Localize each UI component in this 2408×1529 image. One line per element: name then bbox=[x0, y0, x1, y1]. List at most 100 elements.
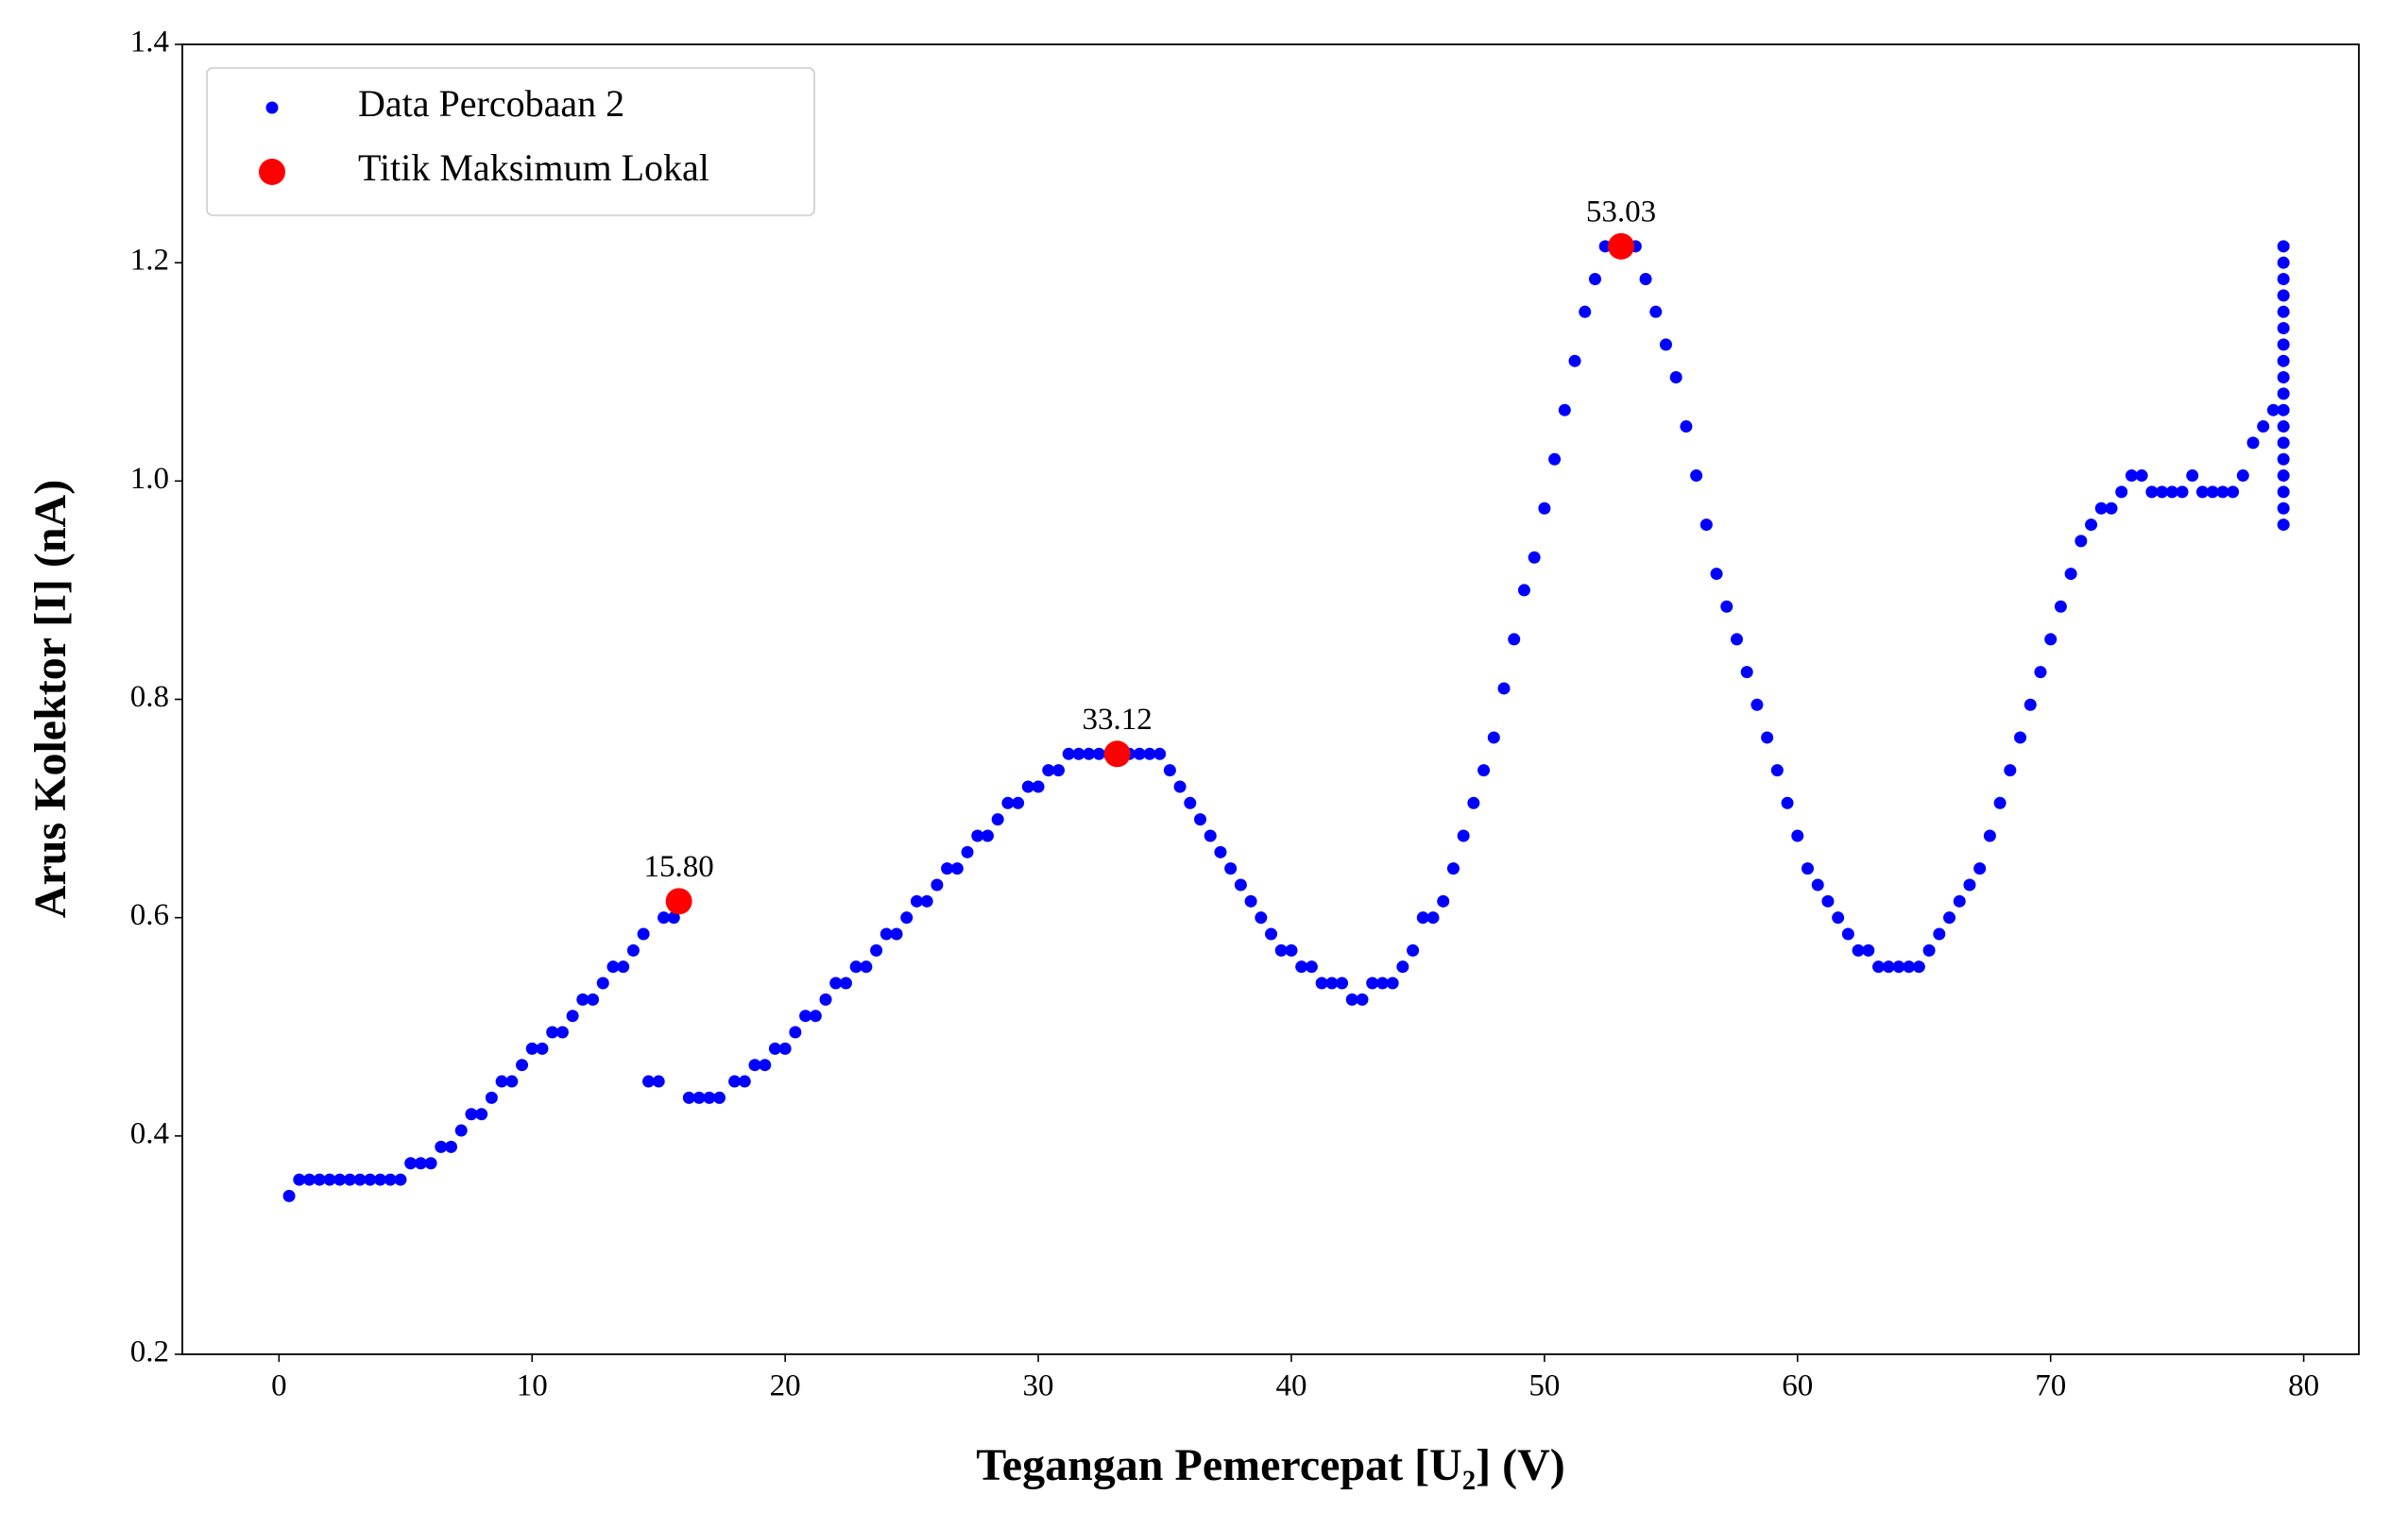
data-point bbox=[1579, 305, 1592, 318]
legend-marker bbox=[259, 159, 285, 185]
data-point bbox=[2277, 469, 2290, 483]
data-point bbox=[1133, 747, 1146, 760]
x-tick-label: 0 bbox=[271, 1369, 287, 1403]
data-point bbox=[849, 960, 862, 974]
data-point bbox=[682, 1091, 695, 1104]
data-point bbox=[1699, 518, 1713, 532]
data-point bbox=[2195, 485, 2209, 499]
data-point bbox=[981, 829, 994, 842]
maximum-point bbox=[1103, 740, 1131, 768]
data-point bbox=[2115, 485, 2128, 499]
data-point bbox=[748, 1059, 761, 1072]
legend-label: Titik Maksimum Lokal bbox=[358, 146, 709, 189]
data-point bbox=[2257, 420, 2270, 433]
data-point bbox=[1255, 911, 1268, 925]
data-point bbox=[454, 1124, 468, 1137]
data-point bbox=[789, 1026, 802, 1039]
data-point bbox=[1740, 666, 1753, 679]
data-point bbox=[1973, 862, 1987, 875]
data-point bbox=[1821, 894, 1835, 908]
data-point bbox=[1750, 698, 1764, 711]
data-point bbox=[1042, 764, 1055, 777]
data-point bbox=[536, 1042, 549, 1055]
data-point bbox=[1558, 403, 1571, 416]
data-point bbox=[516, 1059, 529, 1072]
data-point bbox=[587, 993, 600, 1006]
data-point bbox=[394, 1173, 407, 1186]
data-point bbox=[282, 1189, 296, 1202]
data-point bbox=[2176, 485, 2189, 499]
legend-marker bbox=[265, 101, 279, 114]
data-point bbox=[435, 1140, 448, 1153]
x-tick-label: 30 bbox=[1023, 1369, 1054, 1403]
data-point bbox=[364, 1173, 377, 1186]
data-point bbox=[1163, 764, 1176, 777]
data-point bbox=[971, 829, 984, 842]
data-point bbox=[2075, 535, 2088, 548]
data-point bbox=[384, 1173, 397, 1186]
data-point bbox=[1204, 829, 1217, 842]
data-point bbox=[667, 911, 680, 925]
data-point bbox=[1639, 273, 1652, 286]
data-point bbox=[1588, 273, 1601, 286]
x-tick-label: 10 bbox=[517, 1369, 548, 1403]
data-point bbox=[566, 1010, 579, 1023]
data-point bbox=[728, 1075, 742, 1088]
data-point bbox=[637, 927, 650, 941]
data-point bbox=[961, 845, 974, 858]
data-point bbox=[2277, 354, 2290, 367]
data-point bbox=[1356, 993, 1369, 1006]
data-point bbox=[2277, 289, 2290, 302]
data-point bbox=[2277, 305, 2290, 318]
data-point bbox=[1345, 993, 1358, 1006]
data-point bbox=[2246, 436, 2260, 450]
data-point bbox=[1234, 878, 1247, 892]
data-point bbox=[445, 1140, 458, 1153]
data-point bbox=[414, 1157, 427, 1170]
data-point bbox=[941, 862, 954, 875]
data-point bbox=[1426, 911, 1440, 925]
data-point bbox=[2277, 322, 2290, 335]
data-point bbox=[839, 977, 852, 990]
data-point bbox=[2277, 436, 2290, 450]
data-point bbox=[692, 1091, 706, 1104]
data-point bbox=[1649, 305, 1663, 318]
data-point bbox=[1375, 977, 1389, 990]
data-point bbox=[1993, 796, 2007, 809]
data-point bbox=[1801, 862, 1814, 875]
data-point bbox=[495, 1075, 508, 1088]
data-point bbox=[799, 1010, 812, 1023]
data-point bbox=[712, 1091, 726, 1104]
data-point bbox=[323, 1173, 336, 1186]
y-tick-label: 1.0 bbox=[130, 462, 169, 496]
data-point bbox=[465, 1108, 478, 1121]
data-point bbox=[1265, 927, 1278, 941]
data-point bbox=[931, 878, 944, 892]
data-point bbox=[2277, 371, 2290, 384]
data-point bbox=[1315, 977, 1328, 990]
data-point bbox=[606, 960, 620, 974]
data-point bbox=[1366, 977, 1379, 990]
data-point bbox=[991, 813, 1004, 826]
data-point bbox=[870, 943, 883, 957]
data-point bbox=[2277, 485, 2290, 499]
data-point bbox=[1963, 878, 1976, 892]
data-point bbox=[950, 862, 964, 875]
data-point bbox=[1021, 780, 1034, 793]
data-point bbox=[910, 894, 923, 908]
data-point bbox=[2277, 387, 2290, 400]
data-point bbox=[1446, 862, 1460, 875]
data-point bbox=[1922, 943, 1936, 957]
data-point bbox=[525, 1042, 538, 1055]
data-point bbox=[2266, 403, 2280, 416]
data-point bbox=[1497, 682, 1511, 695]
data-point bbox=[333, 1173, 347, 1186]
data-point bbox=[1892, 960, 1905, 974]
data-point bbox=[1173, 780, 1187, 793]
legend-label: Data Percobaan 2 bbox=[358, 82, 624, 125]
data-point bbox=[1903, 960, 1916, 974]
data-point bbox=[2236, 469, 2249, 483]
data-point bbox=[1295, 960, 1308, 974]
y-tick-label: 0.6 bbox=[130, 898, 169, 932]
data-point bbox=[2044, 633, 2058, 646]
